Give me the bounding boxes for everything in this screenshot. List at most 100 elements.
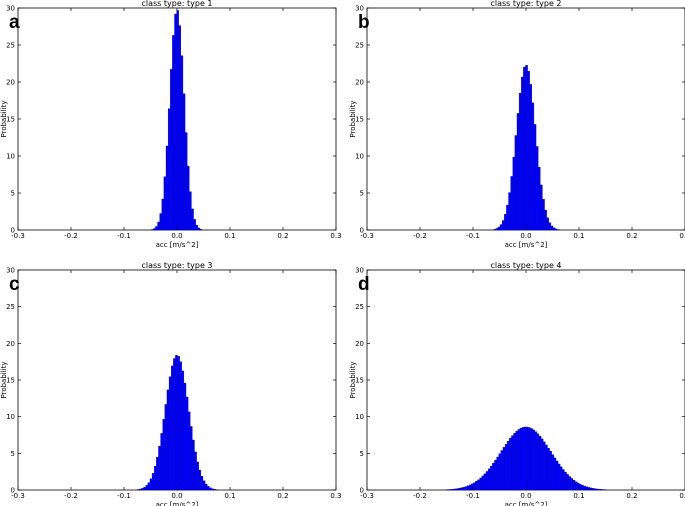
histogram-bar bbox=[451, 488, 455, 491]
y-tick-label: 20 bbox=[355, 340, 364, 348]
histogram-bar bbox=[175, 355, 178, 491]
histogram-bar bbox=[487, 468, 491, 491]
histogram-bar bbox=[464, 486, 468, 491]
histogram-bar bbox=[178, 25, 181, 231]
histogram-bar bbox=[173, 358, 176, 491]
y-axis-label: Probability bbox=[0, 100, 8, 137]
histogram-bar bbox=[141, 488, 144, 491]
histogram-bar bbox=[490, 465, 493, 491]
histogram-bar bbox=[536, 433, 540, 491]
histogram-bar bbox=[598, 489, 601, 491]
histogram-bar bbox=[527, 71, 530, 231]
histogram-bar bbox=[483, 473, 487, 491]
x-tick-label: 0.2 bbox=[626, 232, 637, 240]
y-tick-label: 30 bbox=[6, 5, 15, 13]
histogram-bar bbox=[156, 457, 159, 491]
histogram-bar bbox=[499, 224, 503, 231]
histogram-bar bbox=[462, 487, 465, 491]
x-tick-label: 0.3 bbox=[679, 492, 685, 500]
histogram-bar bbox=[477, 479, 480, 491]
y-tick-label: 0 bbox=[11, 487, 15, 495]
histogram-bar bbox=[191, 208, 194, 231]
histogram-bar bbox=[187, 165, 190, 231]
histogram-bar bbox=[153, 228, 156, 231]
histogram-bar bbox=[533, 124, 537, 231]
x-tick-label: -0.1 bbox=[117, 492, 131, 500]
x-axis-label: acc [m/s^2] bbox=[505, 501, 548, 506]
histogram-bar bbox=[184, 132, 188, 231]
histogram-bar bbox=[211, 488, 214, 491]
x-tick-label: -0.2 bbox=[64, 232, 78, 240]
histogram-bar bbox=[157, 221, 160, 231]
panel-letter: a bbox=[9, 12, 20, 33]
histogram-bar bbox=[209, 487, 212, 491]
histogram-bar bbox=[579, 484, 582, 491]
histogram-bar bbox=[137, 489, 140, 491]
y-tick-label: 15 bbox=[355, 116, 364, 124]
y-tick-label: 10 bbox=[355, 413, 364, 421]
y-tick-label: 10 bbox=[6, 153, 15, 161]
histogram-bar bbox=[151, 229, 154, 231]
y-tick-label: 5 bbox=[360, 450, 364, 458]
histogram-bar bbox=[600, 489, 603, 491]
histogram-bar bbox=[515, 431, 518, 491]
histogram-bar bbox=[583, 485, 586, 491]
histogram-bar bbox=[501, 220, 505, 231]
histogram-bar bbox=[187, 411, 191, 491]
histogram-bar bbox=[185, 396, 189, 491]
histogram-bar bbox=[193, 219, 196, 231]
histogram-bar bbox=[544, 209, 547, 231]
histogram-bar bbox=[194, 451, 197, 491]
histogram-bar bbox=[199, 229, 203, 231]
chart-title: class type: type 4 bbox=[490, 261, 561, 270]
histogram-bar bbox=[549, 451, 552, 491]
histogram-bar bbox=[568, 476, 571, 491]
histogram-bar bbox=[540, 184, 543, 231]
histogram-bar bbox=[547, 447, 550, 491]
histogram-bar bbox=[189, 191, 192, 231]
histogram-bar bbox=[171, 365, 174, 491]
histogram-bar bbox=[570, 478, 574, 491]
histogram-bar bbox=[495, 228, 499, 231]
histogram-bar bbox=[154, 466, 157, 491]
y-axis-label: Probability bbox=[349, 100, 357, 137]
histogram-bar bbox=[531, 102, 535, 231]
histogram-bar bbox=[492, 463, 495, 491]
histogram-bar bbox=[526, 426, 529, 491]
histogram-bar bbox=[213, 489, 216, 491]
histogram-bars bbox=[151, 10, 203, 231]
histogram-bar bbox=[523, 426, 527, 491]
y-tick-label: 20 bbox=[6, 79, 15, 87]
histogram-bar bbox=[485, 471, 489, 491]
histogram-bar bbox=[449, 489, 453, 491]
histogram-bar bbox=[566, 474, 569, 491]
histogram-bar bbox=[163, 176, 167, 231]
histogram-bar bbox=[550, 225, 554, 231]
histogram-bars bbox=[137, 355, 218, 491]
histogram-bar bbox=[562, 469, 565, 491]
histogram-bar bbox=[145, 485, 148, 491]
histogram-bar bbox=[196, 461, 199, 491]
histogram-bar bbox=[456, 488, 459, 491]
histogram-bar bbox=[180, 55, 184, 231]
panel-letter: d bbox=[358, 274, 370, 295]
histogram-bar bbox=[574, 481, 578, 491]
histogram-bar bbox=[473, 482, 476, 491]
x-tick-label: 0.0 bbox=[171, 492, 182, 500]
y-tick-label: 15 bbox=[6, 377, 15, 385]
y-tick-label: 10 bbox=[355, 153, 364, 161]
histogram-bar bbox=[149, 478, 153, 491]
histogram-bar bbox=[528, 427, 531, 491]
histogram-bar bbox=[143, 486, 146, 491]
histogram-bar bbox=[502, 447, 506, 491]
histogram-bar bbox=[546, 217, 549, 231]
y-tick-label: 25 bbox=[6, 42, 15, 50]
histogram-bar bbox=[560, 466, 563, 491]
histogram-bar bbox=[596, 488, 599, 491]
histogram-bar bbox=[147, 482, 151, 491]
histogram-bar bbox=[519, 428, 523, 491]
histogram-bar bbox=[591, 488, 595, 491]
y-tick-label: 20 bbox=[6, 340, 15, 348]
histogram-bar bbox=[494, 460, 497, 491]
histogram-bar bbox=[447, 489, 451, 491]
